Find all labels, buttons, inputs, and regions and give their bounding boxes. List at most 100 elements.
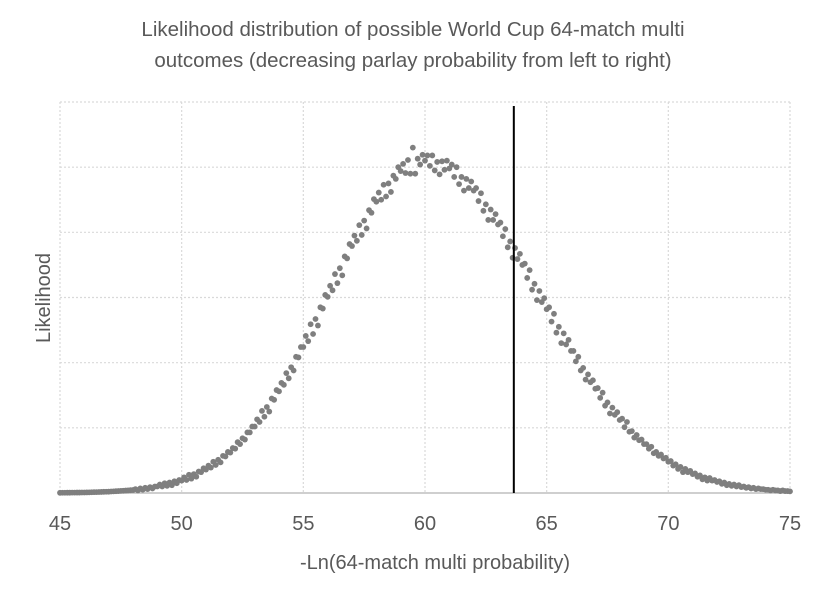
data-point (633, 432, 640, 438)
data-point (485, 217, 492, 223)
data-point (458, 174, 465, 180)
x-axis-title: -Ln(64-match multi probability) (300, 552, 570, 574)
data-point (563, 341, 570, 348)
data-point (307, 321, 314, 328)
data-point (222, 453, 229, 460)
data-point (332, 271, 338, 277)
data-point (207, 464, 214, 471)
data-point (276, 388, 282, 395)
data-point (531, 280, 538, 287)
data-point (246, 429, 253, 436)
data-point (312, 316, 319, 322)
data-point (407, 170, 414, 177)
data-point (375, 189, 382, 196)
data-point (453, 164, 460, 171)
data-point (183, 477, 190, 483)
data-point (193, 473, 200, 480)
data-point (227, 449, 234, 456)
data-point (334, 280, 341, 287)
data-point (526, 267, 533, 274)
x-tick-label: 75 (779, 513, 801, 535)
x-tick-label: 50 (171, 513, 193, 535)
data-point (383, 193, 389, 200)
data-point (787, 488, 793, 495)
data-point (594, 385, 601, 391)
data-point (553, 329, 560, 336)
data-point (514, 256, 521, 262)
data-point (327, 282, 333, 289)
data-point (648, 443, 655, 450)
data-point (336, 265, 343, 272)
data-point (502, 226, 509, 232)
data-point (217, 459, 224, 466)
data-point (582, 376, 589, 383)
data-point (604, 399, 611, 406)
data-point (436, 171, 443, 178)
data-point (232, 445, 239, 452)
data-point (536, 288, 543, 294)
data-point (353, 237, 360, 244)
data-point (643, 441, 650, 448)
x-tick-labels: 45 50 55 60 65 70 75 (49, 513, 801, 535)
data-point (541, 295, 548, 302)
data-point (444, 157, 450, 164)
data-point (422, 157, 428, 164)
data-point (417, 161, 424, 168)
data-point (266, 408, 273, 415)
data-point (380, 181, 387, 188)
data-point (580, 364, 587, 371)
data-point (448, 161, 455, 168)
data-point (570, 348, 577, 354)
data-point (402, 170, 409, 176)
data-point (585, 371, 591, 378)
data-point (497, 219, 504, 226)
data-point (295, 354, 302, 361)
data-point (463, 176, 470, 182)
data-point (351, 232, 358, 239)
data-point (451, 174, 458, 180)
data-point (478, 190, 484, 197)
data-point (551, 310, 557, 317)
data-point (405, 157, 411, 163)
data-point (607, 410, 613, 417)
data-point (400, 161, 406, 167)
data-point (344, 255, 351, 262)
data-point (492, 211, 499, 217)
data-point (356, 222, 363, 229)
data-point (319, 305, 326, 312)
data-point (259, 407, 265, 414)
data-point (619, 415, 625, 422)
data-point (368, 209, 375, 216)
y-axis-title: Likelihood (33, 253, 55, 343)
data-point (242, 436, 248, 443)
data-point (624, 419, 630, 425)
data-point (590, 377, 596, 384)
data-point (487, 206, 494, 213)
chart-title-line-2: outcomes (decreasing parlay probability … (154, 49, 672, 72)
data-point (475, 198, 482, 204)
data-point (392, 176, 399, 182)
data-point (461, 187, 467, 194)
data-point (465, 185, 472, 191)
data-point (302, 333, 309, 339)
x-tick-label: 45 (49, 513, 71, 535)
data-points (57, 144, 793, 496)
data-point (378, 196, 385, 203)
data-point (565, 336, 572, 343)
data-point (414, 155, 421, 162)
data-point (310, 331, 316, 337)
data-point (305, 338, 312, 345)
data-point (546, 304, 552, 311)
chart-title: Likelihood distribution of possible Worl… (0, 14, 826, 76)
data-point (188, 475, 195, 482)
data-point (558, 340, 565, 347)
data-point (575, 353, 582, 360)
data-point (597, 394, 604, 401)
data-point (300, 344, 307, 350)
data-point (385, 180, 392, 187)
data-point (672, 461, 679, 468)
data-point (212, 462, 219, 468)
x-tick-label: 65 (536, 513, 558, 535)
data-point (441, 166, 448, 173)
data-point (628, 428, 635, 434)
